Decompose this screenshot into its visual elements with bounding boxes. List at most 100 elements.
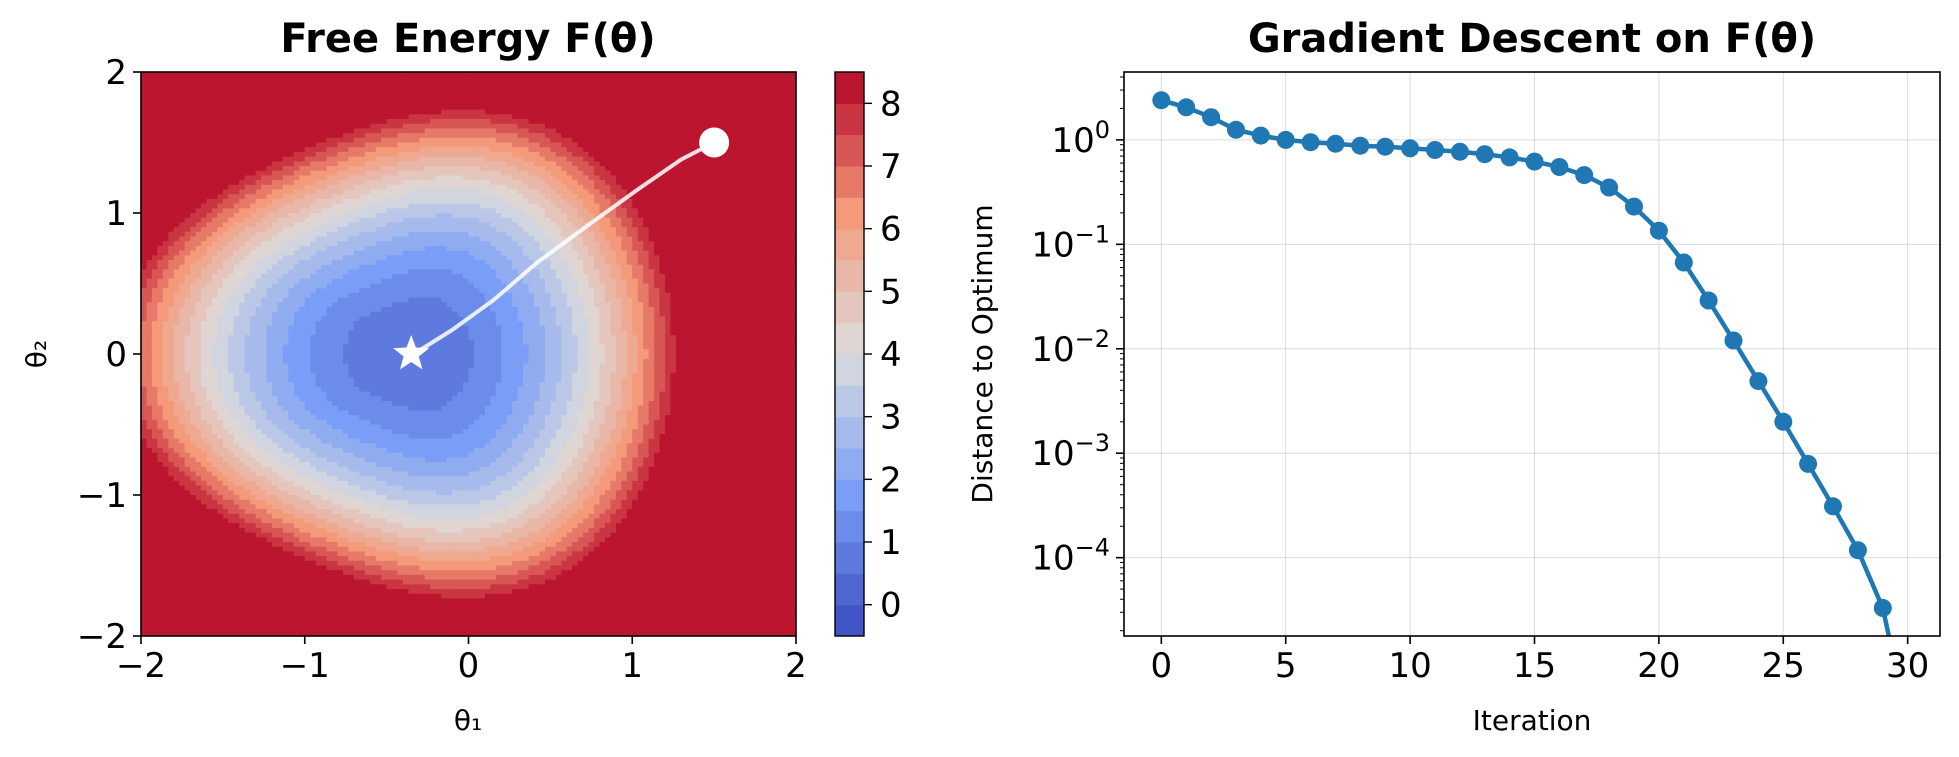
- contour-cell: [299, 537, 306, 543]
- contour-cell: [217, 471, 224, 477]
- contour-cell: [228, 358, 235, 364]
- contour-cell: [239, 513, 246, 520]
- contour-cell: [195, 245, 202, 252]
- contour-cell: [162, 504, 169, 510]
- contour-cell: [342, 603, 350, 609]
- contour-cell: [266, 471, 273, 477]
- contour-cell: [173, 274, 180, 280]
- contour-cell: [321, 565, 328, 571]
- contour-cell: [315, 476, 322, 482]
- contour-cell: [326, 250, 333, 256]
- contour-cell: [151, 321, 158, 327]
- contour-cell: [228, 128, 235, 134]
- contour-cell: [332, 307, 339, 313]
- contour-cell: [157, 194, 164, 200]
- contour-cell: [173, 433, 180, 440]
- contour-cell: [179, 119, 186, 125]
- contour-cell: [228, 208, 235, 214]
- contour-cell: [195, 170, 202, 176]
- contour-cell: [146, 142, 153, 148]
- contour-cell: [353, 104, 360, 111]
- contour-cell: [299, 570, 306, 576]
- contour-cell: [201, 86, 208, 92]
- contour-cell: [310, 180, 317, 186]
- contour-cell: [190, 631, 197, 636]
- contour-cell: [239, 123, 246, 129]
- contour-cell: [179, 452, 186, 458]
- contour-cell: [304, 194, 311, 200]
- contour-cell: [250, 81, 257, 87]
- contour-cell: [146, 133, 153, 139]
- contour-cell: [332, 180, 339, 186]
- contour-cell: [321, 227, 328, 233]
- contour-cell: [299, 255, 306, 261]
- contour-cell: [179, 471, 186, 477]
- contour-cell: [217, 368, 224, 374]
- contour-cell: [337, 405, 344, 411]
- contour-cell: [217, 264, 224, 270]
- contour-cell: [184, 137, 191, 144]
- contour-cell: [157, 509, 164, 515]
- contour-cell: [157, 363, 164, 369]
- contour-cell: [168, 231, 175, 238]
- contour-cell: [315, 617, 322, 623]
- contour-cell: [250, 560, 257, 567]
- contour-cell: [239, 485, 246, 491]
- contour-cell: [233, 532, 240, 538]
- contour-cell: [222, 626, 229, 632]
- contour-cell: [201, 156, 208, 162]
- contour-cell: [244, 292, 251, 299]
- contour-cell: [233, 114, 240, 120]
- contour-cell: [157, 565, 164, 571]
- contour-cell: [244, 227, 251, 233]
- contour-cell: [151, 133, 158, 139]
- contour-cell: [321, 631, 328, 636]
- contour-cell: [141, 198, 148, 205]
- contour-cell: [233, 382, 240, 388]
- contour-cell: [233, 462, 240, 468]
- contour-cell: [168, 391, 175, 397]
- contour-cell: [255, 476, 262, 482]
- contour-cell: [190, 227, 197, 233]
- contour-cell: [348, 189, 355, 195]
- contour-cell: [293, 95, 300, 101]
- contour-cell: [201, 76, 208, 82]
- contour-cell: [244, 354, 251, 360]
- contour-cell: [157, 542, 164, 548]
- contour-cell: [146, 377, 153, 383]
- contour-cell: [332, 598, 339, 604]
- contour-cell: [353, 241, 360, 247]
- contour-cell: [173, 302, 180, 308]
- contour-cell: [190, 391, 197, 397]
- contour-cell: [348, 142, 355, 148]
- contour-cell: [239, 410, 246, 416]
- contour-cell: [222, 184, 229, 191]
- contour-cell: [255, 433, 262, 440]
- contour-cell: [173, 198, 180, 205]
- contour-cell: [353, 424, 360, 430]
- contour-cell: [261, 480, 268, 487]
- contour-cell: [288, 302, 295, 308]
- contour-cell: [239, 617, 246, 623]
- contour-cell: [348, 335, 355, 341]
- contour-cell: [299, 490, 306, 496]
- contour-cell: [293, 617, 300, 623]
- contour-cell: [168, 344, 175, 350]
- contour-cell: [244, 95, 251, 101]
- contour-cell: [244, 471, 251, 477]
- contour-cell: [146, 166, 153, 172]
- contour-cell: [190, 339, 197, 346]
- contour-cell: [179, 504, 186, 510]
- contour-cell: [353, 175, 360, 181]
- contour-cell: [332, 184, 339, 191]
- contour-cell: [326, 217, 333, 223]
- contour-cell: [195, 81, 202, 87]
- contour-cell: [151, 264, 158, 270]
- contour-cell: [364, 283, 371, 289]
- contour-cell: [282, 90, 289, 97]
- contour-cell: [250, 607, 257, 614]
- contour-cell: [266, 631, 273, 636]
- contour-cell: [184, 104, 191, 111]
- contour-cell: [141, 363, 148, 369]
- contour-cell: [272, 363, 279, 369]
